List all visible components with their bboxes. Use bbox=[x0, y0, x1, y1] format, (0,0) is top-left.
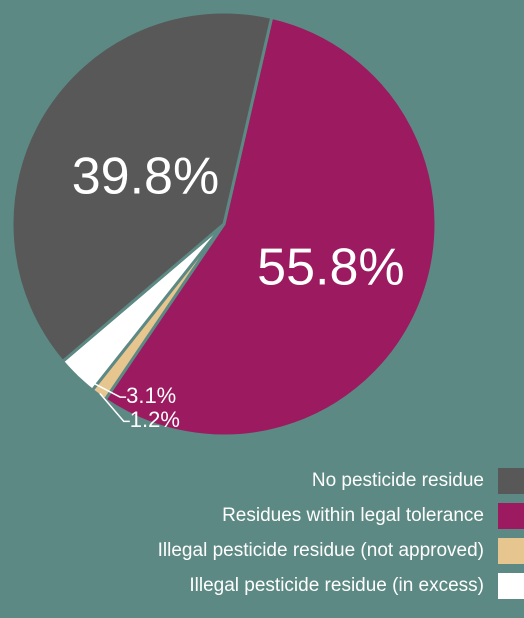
pie-chart: 55.8% 1.2%3.1% 39.8% bbox=[0, 0, 524, 460]
legend-label: No pesticide residue bbox=[312, 470, 484, 492]
slice-label-no-residue: 39.8% bbox=[72, 148, 219, 206]
legend-swatch bbox=[498, 538, 524, 564]
legend-label: Illegal pesticide residue (not approved) bbox=[158, 540, 484, 562]
legend-item-in-excess: Illegal pesticide residue (in excess) bbox=[0, 575, 524, 597]
slice-label-legal-tolerance: 55.8% bbox=[257, 238, 404, 296]
slice-label-in-excess: 3.1% bbox=[126, 383, 176, 408]
legend-label: Residues within legal tolerance bbox=[222, 505, 484, 527]
legend-swatch bbox=[498, 503, 524, 529]
legend-item-legal-tolerance: Residues within legal tolerance bbox=[0, 505, 524, 527]
legend-swatch bbox=[498, 468, 524, 494]
legend: No pesticide residue Residues within leg… bbox=[0, 470, 524, 610]
slice-label-not-approved: 1.2% bbox=[130, 407, 180, 432]
legend-label: Illegal pesticide residue (in excess) bbox=[189, 575, 484, 597]
legend-item-not-approved: Illegal pesticide residue (not approved) bbox=[0, 540, 524, 562]
legend-swatch bbox=[498, 573, 524, 599]
legend-item-no-residue: No pesticide residue bbox=[0, 470, 524, 492]
